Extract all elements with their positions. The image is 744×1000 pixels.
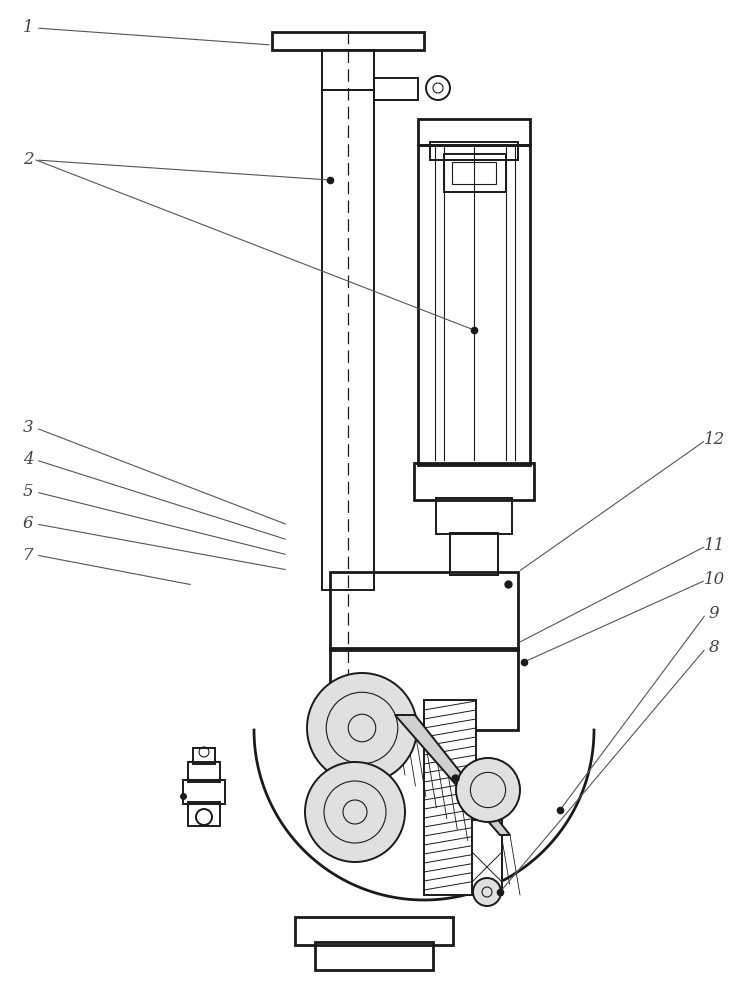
Bar — [330, 572, 518, 650]
Text: 8: 8 — [709, 640, 719, 656]
Bar — [183, 780, 225, 804]
Circle shape — [307, 673, 417, 783]
Circle shape — [305, 762, 405, 862]
Text: 6: 6 — [22, 516, 33, 532]
Bar — [444, 154, 506, 192]
Bar — [272, 32, 424, 50]
Bar — [322, 90, 374, 590]
Text: 3: 3 — [22, 420, 33, 436]
Bar — [374, 78, 418, 100]
Bar — [188, 762, 220, 782]
Bar — [436, 498, 512, 534]
Polygon shape — [395, 715, 510, 835]
Bar — [472, 820, 502, 895]
Circle shape — [473, 878, 501, 906]
Text: 1: 1 — [22, 19, 33, 36]
Text: 12: 12 — [703, 432, 725, 448]
Text: 5: 5 — [22, 484, 33, 500]
Bar — [295, 917, 453, 945]
Bar — [430, 142, 518, 160]
Bar — [330, 648, 518, 730]
Bar — [418, 119, 530, 145]
Bar — [418, 145, 530, 465]
Text: 11: 11 — [703, 538, 725, 554]
Text: 2: 2 — [22, 151, 33, 168]
Text: 9: 9 — [709, 605, 719, 622]
Bar — [315, 942, 433, 970]
Bar — [188, 802, 220, 826]
Bar — [424, 700, 476, 895]
Bar — [450, 533, 498, 575]
Circle shape — [456, 758, 520, 822]
Text: 4: 4 — [22, 452, 33, 468]
Text: 10: 10 — [703, 572, 725, 588]
Bar — [322, 50, 374, 90]
Bar — [414, 463, 534, 500]
Text: 7: 7 — [22, 546, 33, 564]
Bar — [452, 162, 496, 184]
Bar — [193, 748, 215, 764]
